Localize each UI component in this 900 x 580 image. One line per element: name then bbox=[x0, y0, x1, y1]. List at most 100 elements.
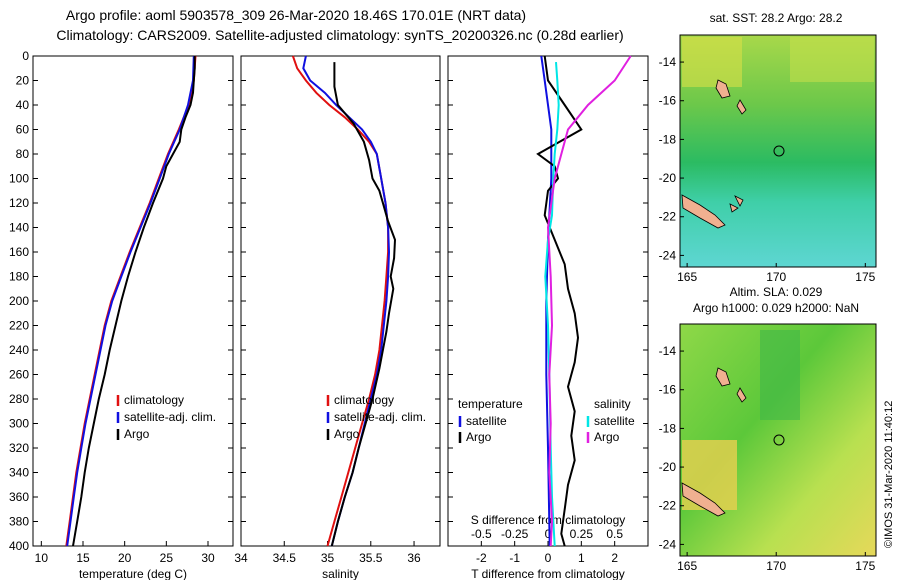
sla-map: Altim. SLA: 0.029 Argo h1000: 0.029 h200… bbox=[659, 285, 877, 573]
map-y-tick-label: -14 bbox=[659, 55, 677, 69]
series-line-satellite-adj-clim- bbox=[66, 55, 195, 547]
y-tick-label: 400 bbox=[9, 539, 29, 553]
series-line-argo bbox=[72, 56, 196, 547]
x2-tick-label: -0.25 bbox=[501, 527, 529, 541]
legend-title-temperature: temperature bbox=[458, 397, 523, 411]
y-tick-label: 140 bbox=[9, 221, 29, 235]
x-tick-label: 2 bbox=[611, 551, 618, 565]
y-tick-label: 60 bbox=[16, 123, 30, 137]
series-line-s-argo bbox=[546, 55, 632, 547]
x-axis-label: temperature (deg C) bbox=[79, 567, 187, 580]
x-tick-label: -2 bbox=[476, 551, 487, 565]
series-line-satellite-adj-clim- bbox=[302, 55, 391, 547]
y-tick-label: 20 bbox=[16, 74, 30, 88]
y-tick-label: 340 bbox=[9, 466, 29, 480]
map-y-tick-label: -18 bbox=[659, 421, 677, 435]
map-y-tick-label: -16 bbox=[659, 383, 677, 397]
map-x-tick-label: 165 bbox=[677, 559, 697, 573]
imos-watermark: ©IMOS 31-Mar-2020 11:40:12 bbox=[883, 401, 895, 548]
plot-frame bbox=[240, 55, 441, 547]
y-tick-label: 380 bbox=[9, 515, 29, 529]
vanuatu-island-small bbox=[736, 99, 747, 115]
y-tick-label: 160 bbox=[9, 245, 29, 259]
salinity-panel: 34 34.5 35 35.5 36 salinity climatology satelli… bbox=[234, 55, 441, 580]
map-y-tick-label: -22 bbox=[659, 210, 677, 224]
x-axis-label: salinity bbox=[322, 567, 359, 580]
sla-map-title: Altim. SLA: 0.029 bbox=[730, 285, 823, 299]
map-y-tick-label: -18 bbox=[659, 132, 677, 146]
x-tick-label: 10 bbox=[35, 551, 49, 565]
map-x-tick-label: 165 bbox=[677, 270, 697, 284]
plot-frame bbox=[32, 55, 234, 547]
vanuatu-island bbox=[715, 79, 731, 99]
map-x-tick-label: 170 bbox=[766, 270, 786, 284]
sst-map-warm-patch-2 bbox=[790, 37, 874, 82]
sst-map-warm-patch bbox=[682, 37, 742, 87]
loyalty-islands bbox=[729, 195, 744, 213]
y-tick-label: 220 bbox=[9, 319, 29, 333]
map-y-tick-label: -20 bbox=[659, 460, 677, 474]
new-caledonia-island bbox=[681, 194, 726, 229]
map-y-tick-label: -20 bbox=[659, 171, 677, 185]
x-tick-label: 25 bbox=[160, 551, 174, 565]
x2-tick-label: 0.5 bbox=[606, 527, 623, 541]
x-tick-label: 15 bbox=[76, 551, 90, 565]
legend-title-salinity: salinity bbox=[594, 397, 631, 411]
sst-map-title: sat. SST: 28.2 Argo: 28.2 bbox=[710, 11, 843, 25]
sla-map-subtitle: Argo h1000: 0.029 h2000: NaN bbox=[693, 301, 859, 315]
legend-label: Argo bbox=[594, 430, 620, 444]
series-line-argo bbox=[330, 62, 397, 547]
y-tick-label: 300 bbox=[9, 417, 29, 431]
vanuatu-island-small-2 bbox=[736, 387, 747, 403]
legend-label: Argo bbox=[334, 427, 360, 441]
y-tick-label: 200 bbox=[9, 294, 29, 308]
x-tick-label: 34 bbox=[234, 551, 248, 565]
x-tick-label: -1 bbox=[509, 551, 520, 565]
map-y-tick-label: -24 bbox=[659, 537, 677, 551]
legend-label: climatology bbox=[124, 393, 184, 407]
sla-map-axes: 165 170 175 -14 -16 -18 -20 -22 -24 bbox=[659, 344, 876, 573]
new-caledonia-island-2 bbox=[681, 482, 726, 517]
sla-profile-marker bbox=[773, 434, 785, 446]
legend-label: Argo bbox=[124, 427, 150, 441]
map-x-tick-label: 170 bbox=[766, 559, 786, 573]
legend-label: climatology bbox=[334, 393, 394, 407]
y-tick-label: 120 bbox=[9, 196, 29, 210]
legend-label: satellite bbox=[466, 414, 507, 428]
map-y-tick-label: -16 bbox=[659, 94, 677, 108]
difference-panel: -2 -1 0 1 2 T difference from climatology -0.5… bbox=[447, 55, 649, 580]
legend-label: Argo bbox=[466, 430, 492, 444]
x-tick-label: 34.5 bbox=[273, 551, 297, 565]
y-tick-label: 240 bbox=[9, 343, 29, 357]
sst-map: sat. SST: 28.2 Argo: 28.2 165 170 175 -14 -1… bbox=[659, 11, 877, 284]
x-tick-label: 0 bbox=[545, 551, 552, 565]
vanuatu-island-2 bbox=[715, 367, 731, 387]
title-line-1: Argo profile: aoml 5903578_309 26-Mar-20… bbox=[66, 7, 526, 23]
x2-tick-label: -0.5 bbox=[471, 527, 492, 541]
map-y-tick-label: -22 bbox=[659, 499, 677, 513]
y-tick-label: 80 bbox=[16, 147, 30, 161]
x-tick-label: 36 bbox=[407, 551, 421, 565]
map-y-tick-label: -24 bbox=[659, 248, 677, 262]
series-line-t-argo bbox=[536, 55, 583, 547]
x2-tick-label: 0 bbox=[545, 527, 552, 541]
y-tick-label: 100 bbox=[9, 172, 29, 186]
y-tick-label: 320 bbox=[9, 441, 29, 455]
y-tick-label: 360 bbox=[9, 490, 29, 504]
map-x-tick-label: 175 bbox=[855, 270, 875, 284]
x-axis-label: T difference from climatology bbox=[471, 567, 625, 580]
title-line-2: Climatology: CARS2009. Satellite-adjuste… bbox=[56, 27, 623, 43]
sst-map-axes: 165 170 175 -14 -16 -18 -20 -22 -24 bbox=[659, 55, 876, 284]
legend-label: satellite bbox=[594, 414, 635, 428]
sst-profile-marker bbox=[773, 145, 785, 157]
series-line-climatology bbox=[291, 55, 390, 547]
sla-map-low-patch bbox=[760, 330, 800, 420]
y-tick-label: 0 bbox=[22, 49, 29, 63]
legend-label: satellite-adj. clim. bbox=[334, 410, 426, 424]
map-x-tick-label: 175 bbox=[855, 559, 875, 573]
y-tick-label: 180 bbox=[9, 270, 29, 284]
x2-tick-label: 0.25 bbox=[570, 527, 594, 541]
x-tick-label: 35 bbox=[321, 551, 335, 565]
y-tick-label: 40 bbox=[16, 98, 30, 112]
